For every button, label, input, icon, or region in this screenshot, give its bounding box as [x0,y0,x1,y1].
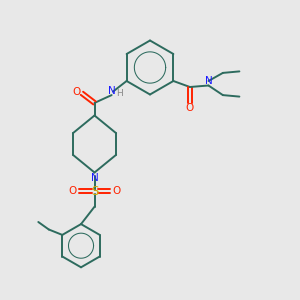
Text: N: N [108,86,116,97]
Text: O: O [72,87,81,97]
Text: H: H [116,89,123,98]
Text: O: O [186,103,194,113]
Text: S: S [91,184,98,198]
Text: O: O [112,186,120,196]
Text: O: O [69,186,77,196]
Text: N: N [91,173,98,183]
Text: N: N [205,76,212,86]
